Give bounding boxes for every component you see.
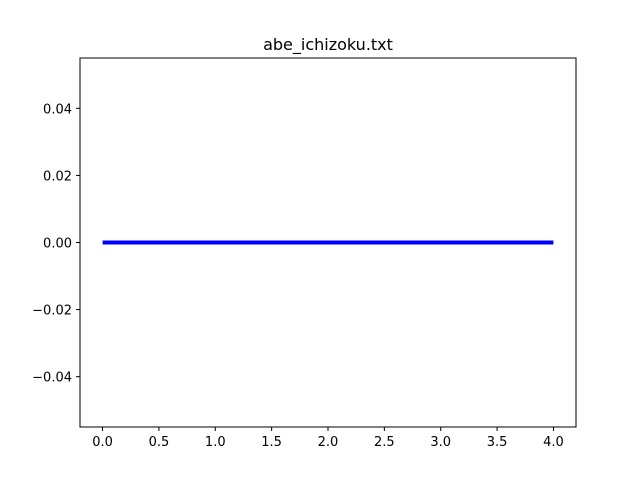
x-tick-label: 1.0 <box>205 435 226 450</box>
x-tick-label: 3.0 <box>430 435 451 450</box>
x-tick-label: 2.5 <box>374 435 395 450</box>
y-tick-label: −0.04 <box>32 371 72 386</box>
y-tick-label: 0.04 <box>43 102 72 117</box>
y-tick-label: −0.02 <box>32 304 72 319</box>
x-tick-label: 4.0 <box>543 435 564 450</box>
y-tick-label: 0.00 <box>43 237 72 252</box>
y-tick-label: 0.02 <box>43 169 72 184</box>
x-tick-label: 3.5 <box>487 435 508 450</box>
x-tick-label: 0.5 <box>149 435 170 450</box>
plot-area: 0.0 0.5 1.0 1.5 2.0 2.5 3.0 3.5 4.0 −0.04 −0.02 0.0… <box>32 57 577 450</box>
chart-title: abe_ichizoku.txt <box>263 35 393 55</box>
x-tick-label: 0.0 <box>92 435 113 450</box>
x-tick-label: 2.0 <box>318 435 339 450</box>
x-tick-label: 1.5 <box>261 435 282 450</box>
